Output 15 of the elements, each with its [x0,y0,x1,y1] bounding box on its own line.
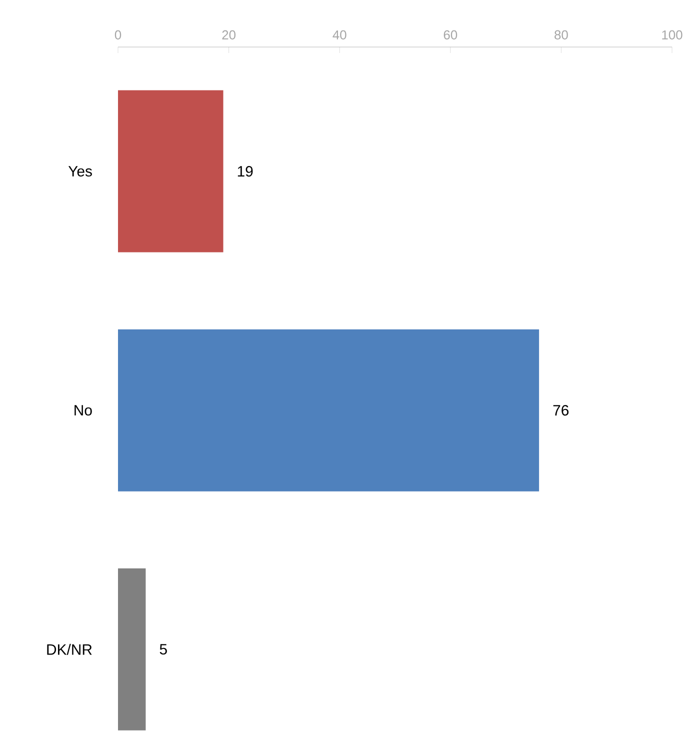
y-tick-label: No [74,405,92,416]
data-label: 19 [238,166,253,177]
bar [118,568,146,730]
x-tick-label: 60 [444,30,458,40]
bar [118,329,540,492]
x-tick-label: 100 [662,30,682,40]
y-tick-label: Yes [68,166,92,177]
y-tick-label: DK/NR [47,644,92,655]
data-label: 5 [160,644,167,655]
x-tick-label: 40 [332,30,346,40]
x-tick-label: 20 [222,30,236,40]
bar [118,90,224,252]
data-label: 76 [553,405,569,416]
x-tick-label: 0 [114,30,122,40]
x-tick-label: 80 [554,30,568,40]
